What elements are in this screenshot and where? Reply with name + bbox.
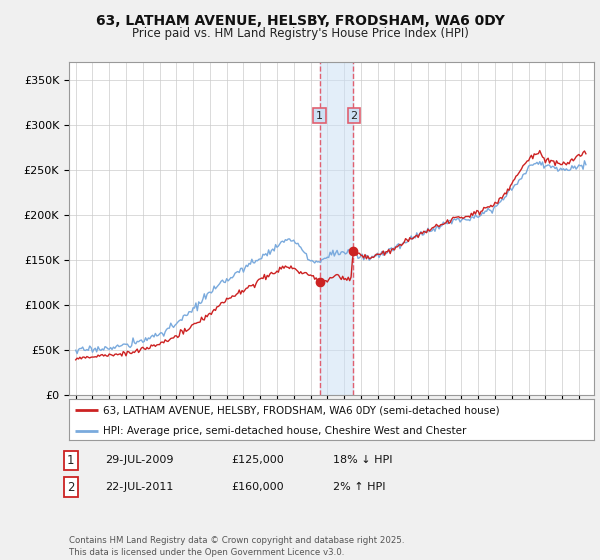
- Text: 1: 1: [67, 454, 74, 467]
- Text: Price paid vs. HM Land Registry's House Price Index (HPI): Price paid vs. HM Land Registry's House …: [131, 27, 469, 40]
- Text: 63, LATHAM AVENUE, HELSBY, FRODSHAM, WA6 0DY: 63, LATHAM AVENUE, HELSBY, FRODSHAM, WA6…: [95, 14, 505, 28]
- Text: 1: 1: [316, 111, 323, 120]
- Text: HPI: Average price, semi-detached house, Cheshire West and Chester: HPI: Average price, semi-detached house,…: [103, 426, 467, 436]
- Bar: [320, 62, 353, 395]
- Text: £160,000: £160,000: [231, 482, 284, 492]
- Text: £125,000: £125,000: [231, 455, 284, 465]
- Text: 2: 2: [67, 480, 74, 494]
- Text: 63, LATHAM AVENUE, HELSBY, FRODSHAM, WA6 0DY (semi-detached house): 63, LATHAM AVENUE, HELSBY, FRODSHAM, WA6…: [103, 405, 500, 415]
- Text: 22-JUL-2011: 22-JUL-2011: [105, 482, 173, 492]
- Text: 18% ↓ HPI: 18% ↓ HPI: [333, 455, 392, 465]
- Text: 2: 2: [350, 111, 358, 120]
- Text: Contains HM Land Registry data © Crown copyright and database right 2025.
This d: Contains HM Land Registry data © Crown c…: [69, 536, 404, 557]
- Text: 2% ↑ HPI: 2% ↑ HPI: [333, 482, 386, 492]
- Text: 29-JUL-2009: 29-JUL-2009: [105, 455, 173, 465]
